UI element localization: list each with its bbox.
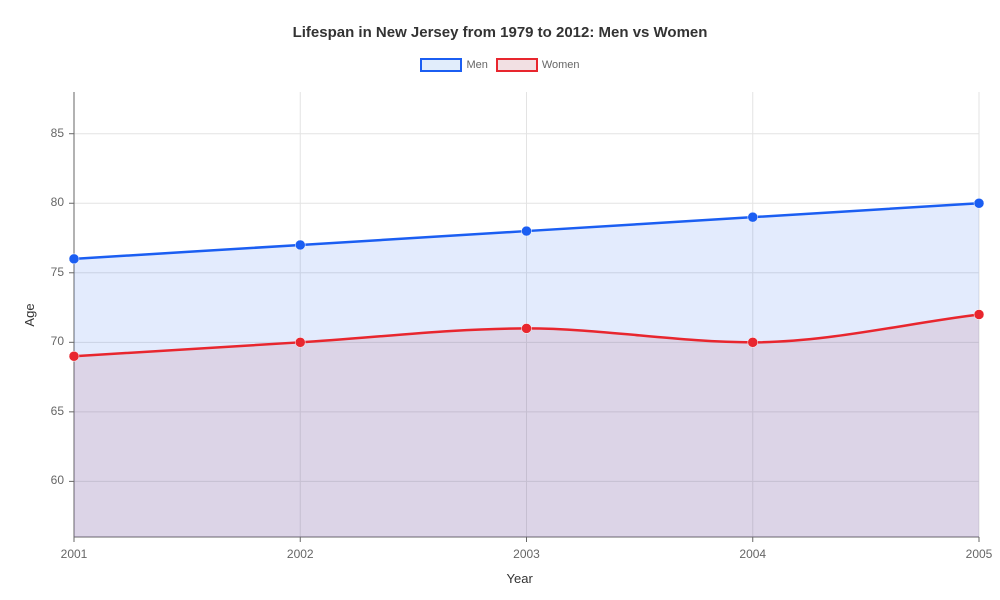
x-tick-label: 2002 [280,547,320,561]
legend-label-women: Women [542,59,580,71]
chart-title: Lifespan in New Jersey from 1979 to 2012… [0,24,1000,41]
legend-item-women: Women [496,58,580,72]
y-tick-label: 60 [51,473,64,487]
plot-area [74,92,979,537]
legend-item-men: Men [420,58,487,72]
x-tick-label: 2004 [733,547,773,561]
legend-label-men: Men [466,59,487,71]
x-tick-label: 2003 [507,547,547,561]
y-tick-label: 65 [51,404,64,418]
y-tick-label: 80 [51,195,64,209]
legend: Men Women [0,58,1000,72]
y-tick-label: 70 [51,334,64,348]
x-tick-label: 2001 [54,547,94,561]
chart-svg [74,92,979,537]
legend-swatch-women [496,58,538,72]
x-axis-label: Year [507,571,533,586]
x-tick-label: 2005 [959,547,999,561]
legend-swatch-men [420,58,462,72]
y-tick-label: 85 [51,126,64,140]
y-tick-label: 75 [51,265,64,279]
y-axis-label: Age [22,303,37,326]
